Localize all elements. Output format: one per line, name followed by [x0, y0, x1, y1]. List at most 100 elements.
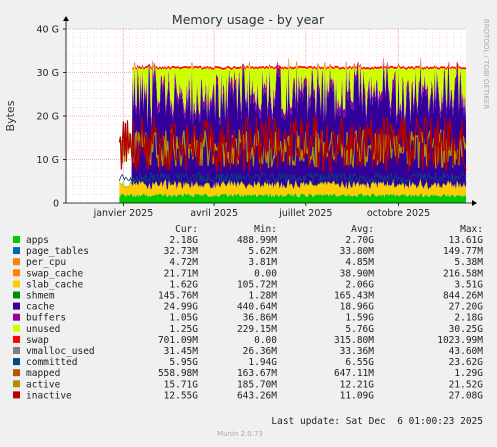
legend-value: 1.94G [248, 357, 277, 368]
legend-value: 33.80M [340, 246, 375, 257]
legend-series-name: cache [26, 302, 55, 313]
legend-swatch [13, 247, 20, 255]
legend-value: 12.55G [164, 390, 199, 401]
legend-value: 149.77M [443, 246, 483, 257]
line-inactive [118, 113, 467, 174]
x-tick-label: janvier 2025 [93, 208, 154, 219]
legend-series-name: swap_cache [26, 268, 83, 279]
legend-value: 647.11M [334, 368, 374, 379]
legend-value: 4.85M [345, 257, 374, 268]
legend-value: 440.64M [237, 302, 277, 313]
legend-series-name: shmem [26, 291, 55, 302]
legend-value: 165.43M [334, 291, 374, 302]
legend-swatch [13, 335, 20, 343]
legend-row-unused: unused 1.25G 229.15M 5.76G 30.25G [13, 324, 483, 335]
legend-value: 5.62M [248, 246, 277, 257]
legend-row-swap: swap 701.09M 0.00 315.80M 1023.99M [13, 335, 483, 346]
y-tick-label: 0 [53, 199, 59, 210]
legend-value: 12.21G [340, 379, 375, 390]
legend-value: 0.00 [254, 268, 277, 279]
legend-series-name: vmalloc_used [26, 346, 95, 357]
legend-value: 1.05G [169, 313, 198, 324]
legend-value: 36.86M [243, 313, 278, 324]
legend-value: 2.18G [169, 235, 198, 246]
legend-row-page_tables: page_tables 32.73M 5.62M 33.80M 149.77M [13, 246, 483, 257]
legend-value: 6.55G [345, 357, 374, 368]
legend-swatch [13, 302, 20, 310]
legend-value: 2.06G [345, 279, 374, 290]
legend-series-name: slab_cache [26, 279, 83, 290]
legend-value: 1.25G [169, 324, 198, 335]
legend-row-inactive: inactive 12.55G 643.26M 11.09G 27.08G [13, 390, 483, 401]
legend-row-vmalloc_used: vmalloc_used 31.45M 26.36M 33.36M 43.60M [13, 346, 483, 357]
legend-value: 3.81M [248, 257, 277, 268]
legend-value: 1.62G [169, 279, 198, 290]
legend-row-mapped: mapped 558.98M 163.67M 647.11M 1.29G [13, 368, 483, 379]
area-buffers [119, 58, 466, 188]
y-axis-label: Bytes [4, 100, 17, 131]
legend-value: 26.36M [243, 346, 278, 357]
legend-value: 643.26M [237, 390, 277, 401]
legend-value: 488.99M [237, 235, 277, 246]
y-tick-label: 20 G [37, 112, 59, 123]
legend-series-name: buffers [26, 313, 66, 324]
y-tick-label: 40 G [37, 25, 59, 36]
legend-series-name: committed [26, 357, 77, 368]
line-committed [119, 171, 467, 185]
legend-value: 2.70G [345, 235, 374, 246]
legend-value: 30.25G [449, 324, 484, 335]
legend-swatch [13, 313, 20, 321]
legend-value: 13.61G [449, 235, 484, 246]
legend-value: 15.71G [164, 379, 199, 390]
last-update-text: Last update: Sat Dec 6 01:00:23 2025 [271, 416, 483, 427]
legend-value: 315.80M [334, 335, 374, 346]
legend-series-name: unused [26, 324, 60, 335]
legend-table: apps 2.18G 488.99M 2.70G 13.61G page_tables 32… [13, 235, 483, 401]
legend-value: 5.38M [454, 257, 483, 268]
legend-value: 185.70M [237, 379, 277, 390]
x-tick-label: octobre 2025 [367, 208, 430, 219]
legend-value: 31.45M [164, 346, 199, 357]
legend-value: 27.08G [449, 390, 484, 401]
x-axis-arrow [472, 200, 477, 206]
legend-swatch [13, 258, 20, 266]
legend-value: 5.95G [169, 357, 198, 368]
legend-value: 38.90M [340, 268, 375, 279]
legend-row-per_cpu: per_cpu 4.72M 3.81M 4.85M 5.38M [13, 257, 483, 268]
legend-series-name: swap [26, 335, 49, 346]
y-tick-labels: 0 10 G 20 G 30 G 40 G [37, 25, 59, 210]
legend-value: 1.28M [248, 291, 277, 302]
legend-row-slab_cache: slab_cache 1.62G 105.72M 2.06G 3.51G [13, 279, 483, 290]
legend-value: 32.73M [164, 246, 199, 257]
legend-table-header: Cur: Min: Avg: Max: [175, 224, 483, 235]
legend-value: 216.58M [443, 268, 483, 279]
legend-value: 23.62G [449, 357, 484, 368]
legend-value: 1023.99M [437, 335, 483, 346]
legend-swatch [13, 291, 20, 299]
legend-value: 33.36M [340, 346, 375, 357]
area-slab_cache [119, 179, 466, 198]
legend-swatch [13, 324, 20, 332]
legend-value: 701.09M [158, 335, 198, 346]
legend-value: 558.98M [158, 368, 198, 379]
legend-row-apps: apps 2.18G 488.99M 2.70G 13.61G [13, 235, 483, 246]
legend-value: 105.72M [237, 279, 277, 290]
legend-column-header: Min: [254, 224, 277, 235]
munin-version: Munin 2.0.73 [217, 430, 263, 438]
area-apps [119, 193, 466, 203]
data-lines [118, 113, 467, 185]
legend-column-header: Max: [460, 224, 483, 235]
legend-value: 229.15M [237, 324, 277, 335]
legend-series-name: active [26, 379, 61, 390]
legend-value: 21.71M [164, 268, 199, 279]
legend-row-active: active 15.71G 185.70M 12.21G 21.52G [13, 379, 483, 390]
legend-value: 11.09G [340, 390, 375, 401]
legend-value: 4.72M [169, 257, 198, 268]
x-tick-label: juillet 2025 [278, 208, 332, 219]
y-tick-label: 30 G [37, 68, 59, 79]
legend-row-shmem: shmem 145.76M 1.28M 165.43M 844.26M [13, 291, 483, 302]
legend-swatch [13, 391, 20, 399]
legend-swatch [13, 347, 20, 354]
